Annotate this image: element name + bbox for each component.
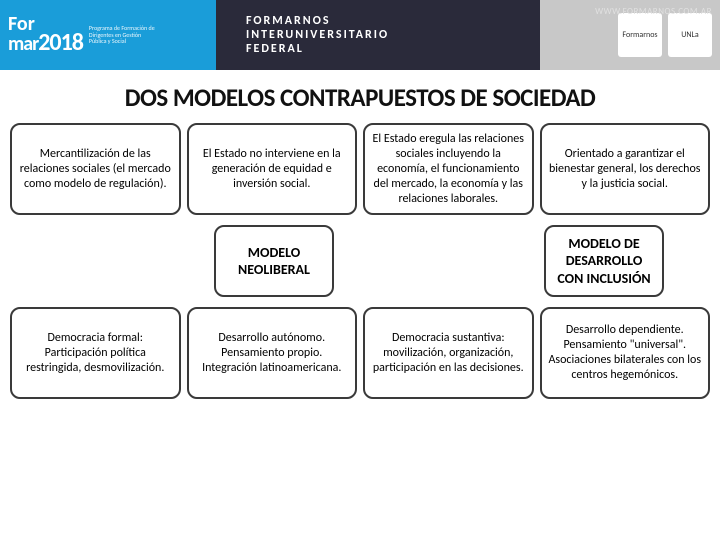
cell-r1-c3: El Estado eregula las relaciones sociale…	[363, 123, 534, 215]
header: For mar 2018 Programa de Formación de Di…	[0, 0, 720, 70]
formar-logo: For mar 2018	[8, 16, 83, 53]
logo-block: For mar 2018 Programa de Formación de Di…	[0, 0, 216, 70]
text-r3-c2-l2: Pensamiento propio.	[195, 346, 350, 361]
badge-formarnos: Formarnos	[618, 13, 662, 57]
text-r3-c4-l3: Asociaciones bilaterales con los centros…	[548, 353, 703, 383]
mid-line3: FEDERAL	[246, 42, 540, 56]
label-left-model: MODELO NEOLIBERAL	[214, 225, 334, 297]
text-r1-c4: Orientado a garantizar el bienestar gene…	[548, 147, 703, 192]
mid-line2: INTERUNIVERSITARIO	[246, 28, 540, 42]
cell-r3-c1: Democracia formal: Participación polític…	[10, 307, 181, 399]
text-r3-c2-l1: Desarrollo autónomo.	[195, 331, 350, 346]
text-r1-c2: El Estado no interviene en la generación…	[195, 147, 350, 192]
cell-r3-c4: Desarrollo dependiente. Pensamiento "uni…	[540, 307, 711, 399]
cell-r1-c2: El Estado no interviene en la generación…	[187, 123, 358, 215]
header-url: WWW.FORMARNOS.COM.AR	[595, 6, 712, 17]
row-labels: MODELO NEOLIBERAL MODELO DE DESARROLLO C…	[10, 225, 710, 297]
logo-mar: mar	[8, 36, 38, 53]
logo-slogan: Programa de Formación de Dirigentes en G…	[89, 25, 159, 45]
cell-r3-c2: Desarrollo autónomo. Pensamiento propio.…	[187, 307, 358, 399]
spacer-mid	[340, 225, 538, 297]
spacer-right	[670, 225, 710, 297]
badge-unla: UNLa	[668, 13, 712, 57]
row-top: Mercantilización de las relaciones socia…	[10, 123, 710, 215]
mid-line1: FORMARNOS	[246, 14, 540, 28]
text-r3-c2-l3: Integración latinoamericana.	[195, 361, 350, 376]
text-r3-c1: Democracia formal: Participación polític…	[18, 331, 173, 376]
text-r3-c4-l2: Pensamiento "universal".	[548, 338, 703, 353]
spacer-left	[10, 225, 208, 297]
row-bottom: Democracia formal: Participación polític…	[10, 307, 710, 399]
cell-r1-c1: Mercantilización de las relaciones socia…	[10, 123, 181, 215]
logo-year: 2018	[38, 33, 83, 53]
text-r1-c3: El Estado eregula las relaciones sociale…	[371, 132, 526, 207]
content-grid: Mercantilización de las relaciones socia…	[0, 123, 720, 419]
header-middle: FORMARNOS INTERUNIVERSITARIO FEDERAL	[216, 0, 540, 70]
text-r1-c1: Mercantilización de las relaciones socia…	[18, 147, 173, 192]
slide-title: DOS MODELOS CONTRAPUESTOS DE SOCIEDAD	[0, 70, 720, 123]
cell-r3-c3: Democracia sustantiva: movilización, org…	[363, 307, 534, 399]
text-r3-c3: Democracia sustantiva: movilización, org…	[371, 331, 526, 376]
cell-r1-c4: Orientado a garantizar el bienestar gene…	[540, 123, 711, 215]
text-r3-c4-l1: Desarrollo dependiente.	[548, 323, 703, 338]
label-right-model: MODELO DE DESARROLLO CON INCLUSIÓN	[544, 225, 664, 297]
